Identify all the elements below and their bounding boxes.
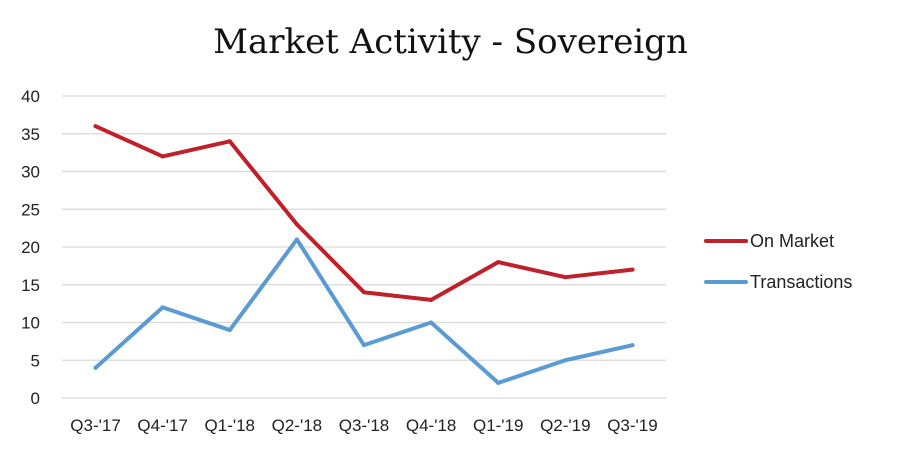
data-point	[294, 222, 299, 227]
data-point	[563, 275, 568, 280]
data-point	[496, 260, 501, 265]
data-point	[93, 124, 98, 129]
legend-item: On Market	[704, 231, 834, 251]
data-point	[429, 297, 434, 302]
x-tick-label: Q4-'18	[406, 416, 457, 435]
y-tick-label: 15	[21, 276, 40, 295]
x-tick-label: Q1-'19	[473, 416, 524, 435]
y-tick-label: 5	[31, 351, 40, 370]
series-line	[93, 237, 635, 385]
series-lines	[93, 124, 635, 385]
x-tick-label: Q2-'19	[540, 416, 591, 435]
data-point	[362, 290, 366, 295]
data-point	[294, 237, 299, 242]
data-point	[227, 328, 232, 333]
legend-item: Transactions	[704, 272, 852, 292]
data-point	[93, 365, 98, 370]
legend-label: On Market	[750, 231, 834, 251]
data-point	[160, 305, 165, 310]
x-tick-label: Q1-'18	[205, 416, 256, 435]
legend-label: Transactions	[750, 272, 852, 292]
y-tick-label: 0	[31, 389, 40, 408]
data-point	[429, 320, 434, 325]
y-axis-tick-labels: 0 5 10 15 20 25 30 35 40	[21, 87, 40, 408]
data-point	[563, 358, 568, 363]
x-tick-label: Q3-'17	[70, 416, 121, 435]
data-point	[496, 380, 501, 385]
series-transactions	[93, 237, 635, 385]
series-line	[93, 124, 635, 302]
y-tick-label: 25	[21, 200, 40, 219]
data-point	[630, 343, 635, 348]
legend: On Market Transactions	[704, 231, 852, 292]
chart-title: Market Activity - Sovereign	[213, 22, 688, 62]
series-on-market	[93, 124, 635, 302]
x-tick-label: Q4-'17	[137, 416, 188, 435]
y-tick-label: 40	[21, 87, 40, 106]
y-tick-label: 35	[21, 125, 40, 144]
x-axis-tick-labels: Q3-'17 Q4-'17 Q1-'18 Q2-'18 Q3-'18 Q4-'18 Q1-'…	[70, 416, 657, 435]
data-point	[160, 154, 165, 159]
data-point	[362, 343, 366, 348]
x-tick-label: Q3-'19	[607, 416, 658, 435]
data-point	[630, 267, 635, 272]
y-tick-label: 20	[21, 238, 40, 257]
x-tick-label: Q3-'18	[339, 416, 390, 435]
y-tick-label: 10	[21, 314, 40, 333]
x-tick-label: Q2-'18	[272, 416, 323, 435]
data-point	[227, 139, 232, 144]
y-tick-label: 30	[21, 163, 40, 182]
gridlines	[62, 95, 666, 399]
